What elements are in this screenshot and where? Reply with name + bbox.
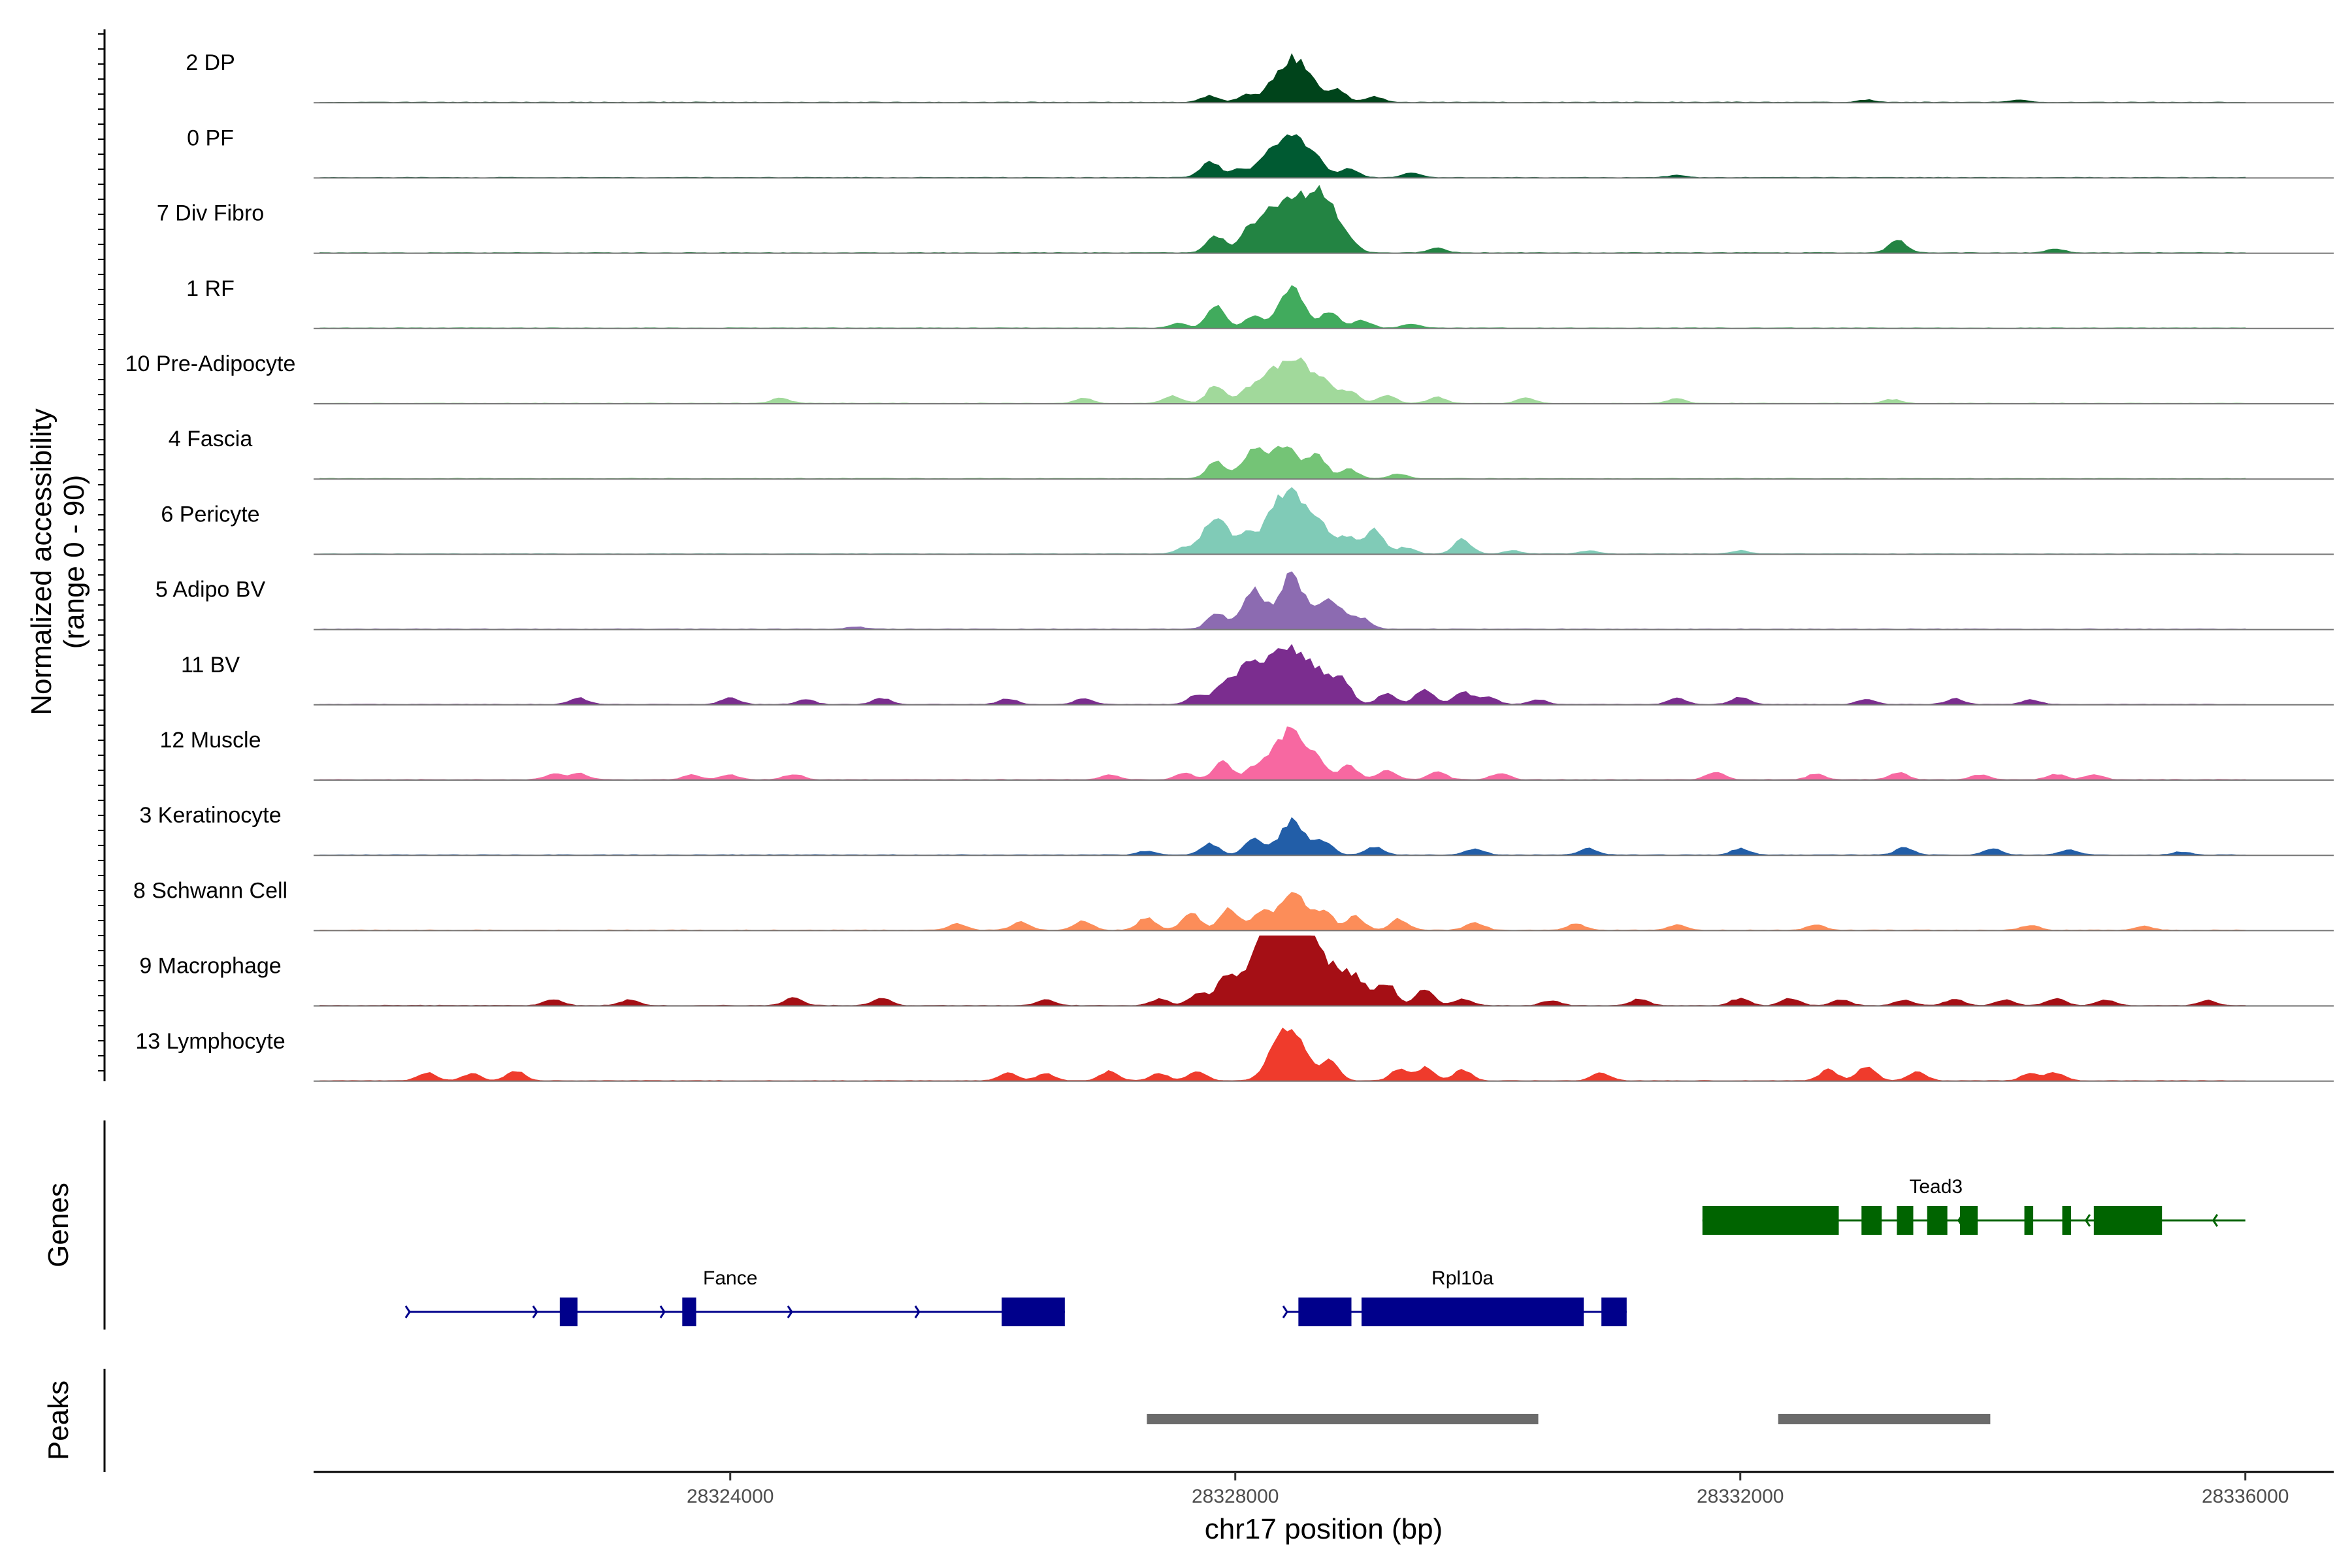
coverage-area (319, 726, 2246, 781)
peaks-panel-label: Peaks (42, 1380, 74, 1460)
x-axis-title: chr17 position (bp) (1205, 1513, 1443, 1545)
gene-exon (1002, 1298, 1065, 1326)
peak-region (1147, 1414, 1539, 1424)
peak-region (1778, 1414, 1991, 1424)
track-7: 6 Pericyte (161, 487, 2334, 555)
track-label: 12 Muscle (160, 728, 261, 753)
track-12: 8 Schwann Cell (133, 878, 2334, 932)
gene-fance: Fance (404, 1267, 1065, 1326)
coverage-area (319, 1027, 2246, 1082)
x-tick-label: 28324000 (687, 1486, 774, 1507)
gene-exon (2024, 1206, 2034, 1235)
track-label: 9 Macrophage (139, 954, 281, 979)
x-tick-label: 28328000 (1192, 1486, 1279, 1507)
strand-arrow (404, 1305, 411, 1318)
track-label: 4 Fascia (169, 427, 253, 451)
track-1: 2 DP (186, 50, 2334, 104)
strand-arrow (659, 1305, 666, 1318)
track-13: 9 Macrophage (139, 935, 2334, 1007)
gene-rpl10a: Rpl10a (1282, 1267, 1627, 1326)
coverage-area (319, 817, 2246, 856)
track-2: 0 PF (187, 125, 2334, 179)
gene-exon (1361, 1298, 1584, 1326)
gene-exon (1702, 1206, 1839, 1235)
strand-arrow (2212, 1214, 2218, 1227)
track-label: 13 Lymphocyte (135, 1029, 285, 1054)
gene-label: Rpl10a (1431, 1267, 1494, 1289)
track-label: 6 Pericyte (161, 502, 259, 527)
track-label: 5 Adipo BV (155, 578, 266, 602)
x-axis-ticks: 28324000 28328000 28332000 28336000 (687, 1472, 2289, 1507)
gene-tead3: Tead3 (1702, 1176, 2246, 1235)
coverage-area (319, 571, 2246, 630)
gene-label: Fance (703, 1267, 757, 1289)
coverage-area (319, 184, 2246, 254)
gene-annotations: Fance Rpl10a Tead3 (404, 1176, 2246, 1326)
track-14: 13 Lymphocyte (135, 1027, 2334, 1082)
gene-exon (1897, 1206, 1914, 1235)
strand-arrow (2084, 1214, 2091, 1227)
gene-exon (1861, 1206, 1882, 1235)
gene-exon (1959, 1206, 1978, 1235)
track-10: 12 Muscle (160, 726, 2334, 781)
strand-arrow (532, 1305, 538, 1318)
genes-panel-label: Genes (42, 1183, 74, 1267)
coverage-area (319, 935, 2246, 1007)
gene-exon (1927, 1206, 1948, 1235)
gene-exon (2062, 1206, 2072, 1235)
track-label: 10 Pre-Adipocyte (125, 351, 296, 376)
y-axis-title-line1: Normalized accessibility (25, 408, 57, 715)
x-tick-label: 28336000 (2202, 1486, 2289, 1507)
x-tick-label: 28332000 (1697, 1486, 1784, 1507)
y-axis-ticks (98, 33, 105, 1071)
track-label: 11 BV (181, 653, 240, 678)
track-label: 1 RF (186, 276, 235, 301)
track-label: 8 Schwann Cell (133, 878, 287, 903)
coverage-area (319, 644, 2246, 706)
gene-exon (2093, 1206, 2163, 1235)
track-8: 5 Adipo BV (155, 571, 2334, 630)
strand-arrow (914, 1305, 921, 1318)
gene-exon (1601, 1298, 1627, 1326)
gene-exon (1298, 1298, 1352, 1326)
gene-label: Tead3 (1909, 1176, 1963, 1198)
y-axis-title-line2: (range 0 - 90) (58, 475, 90, 649)
track-9: 11 BV (181, 644, 2334, 706)
track-5: 10 Pre-Adipocyte (125, 351, 2334, 404)
coverage-area (319, 134, 2246, 178)
track-4: 1 RF (186, 276, 2334, 329)
coverage-area (319, 487, 2246, 555)
coverage-area (319, 892, 2246, 931)
track-11: 3 Keratinocyte (139, 803, 2334, 857)
track-3: 7 Div Fibro (157, 184, 2334, 254)
strand-arrow (1282, 1305, 1288, 1318)
coverage-area (319, 446, 2246, 480)
track-label: 3 Keratinocyte (139, 803, 281, 828)
gene-exon (682, 1298, 696, 1326)
track-label: 2 DP (186, 50, 235, 75)
gene-exon (559, 1298, 578, 1326)
track-6: 4 Fascia (169, 427, 2334, 480)
coverage-area (319, 357, 2246, 404)
coverage-area (319, 285, 2246, 329)
coverage-tracks: 2 DP 0 PF 7 Div Fibro 1 RF 10 Pre-Adipocyte 4… (125, 50, 2334, 1082)
peak-regions (1147, 1414, 1991, 1424)
coverage-area (319, 53, 2246, 103)
track-label: 0 PF (187, 125, 234, 150)
strand-arrow (787, 1305, 793, 1318)
track-label: 7 Div Fibro (157, 201, 264, 226)
